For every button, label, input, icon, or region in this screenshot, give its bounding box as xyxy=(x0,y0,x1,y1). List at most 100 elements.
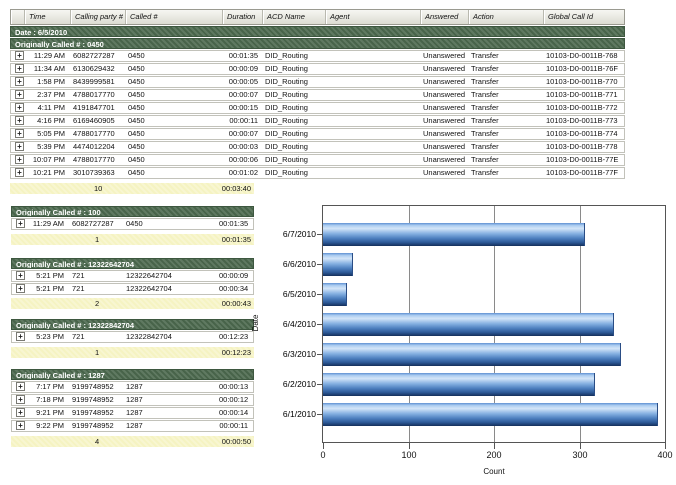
cell-called: 0450 xyxy=(128,77,145,86)
expand-icon[interactable]: + xyxy=(16,271,25,280)
expand-icon[interactable]: + xyxy=(16,421,25,430)
y-axis-tick xyxy=(317,354,322,355)
group-header-0450: Originally Called # : 0450 xyxy=(10,38,625,49)
expand-cell: + xyxy=(11,77,25,87)
expand-icon[interactable]: + xyxy=(15,51,24,60)
table-row[interactable]: +4:11 PM 4191847701 0450 00:00:15 DID_Routin… xyxy=(10,102,625,114)
table-row[interactable]: +11:29 AM 6082727287 0450 00:01:35 DID_Routi… xyxy=(10,50,625,62)
cell-time: 11:29 AM xyxy=(32,219,64,228)
expand-icon[interactable]: + xyxy=(15,155,24,164)
expand-cell: + xyxy=(11,168,25,178)
column-header-calling-party[interactable]: Calling party # xyxy=(71,10,126,24)
column-header-answered[interactable]: Answered xyxy=(421,10,469,24)
cell-acd-name: DID_Routing xyxy=(265,64,308,73)
cell-duration: 00:00:34 xyxy=(219,284,249,293)
table-row[interactable]: +1:58 PM 8439999581 0450 00:00:05 DID_Routin… xyxy=(10,76,625,88)
cell-time: 5:39 PM xyxy=(37,142,65,151)
date-group-header: Date : 6/5/2010 xyxy=(10,26,625,37)
cell-answered: Unanswered xyxy=(423,116,466,125)
summary-duration: 00:03:40 xyxy=(221,184,251,193)
column-header-duration[interactable]: Duration xyxy=(223,10,263,24)
table-row[interactable]: +5:21 PM 721 12322642704 00:00:34 xyxy=(11,283,254,295)
cell-duration: 00:00:09 xyxy=(228,64,258,73)
expand-icon[interactable]: + xyxy=(15,168,24,177)
expand-cell: + xyxy=(11,64,25,74)
expand-icon[interactable]: + xyxy=(16,382,25,391)
column-header-called[interactable]: Called # xyxy=(126,10,223,24)
expand-icon[interactable]: + xyxy=(15,90,24,99)
cell-global-call-id: 10103-D0-0011B-770 xyxy=(546,77,618,86)
y-category-label: 6/7/2010 xyxy=(282,229,316,239)
column-header-time[interactable]: Time xyxy=(25,10,71,24)
y-axis-tick xyxy=(317,234,322,235)
table-row[interactable]: +9:22 PM 9199748952 1287 00:00:11 xyxy=(11,420,254,432)
cell-called: 0450 xyxy=(128,64,145,73)
expand-icon[interactable]: + xyxy=(16,332,25,341)
cell-time: 4:16 PM xyxy=(37,116,65,125)
cell-calling-party: 721 xyxy=(72,271,85,280)
cell-calling-party: 6082727287 xyxy=(72,219,114,228)
expand-icon[interactable]: + xyxy=(15,116,24,125)
table-row[interactable]: +5:21 PM 721 12322642704 00:00:09 xyxy=(11,270,254,282)
table-row[interactable]: +9:21 PM 9199748952 1287 00:00:14 xyxy=(11,407,254,419)
column-header-acd-name[interactable]: ACD Name xyxy=(263,10,326,24)
group-summary: 1 00:12:23 xyxy=(11,347,254,358)
cell-action: Transfer xyxy=(471,129,499,138)
y-axis-tick xyxy=(317,264,322,265)
expand-cell: + xyxy=(11,103,25,113)
y-category-label: 6/1/2010 xyxy=(282,409,316,419)
cell-global-call-id: 10103-D0-0011B-774 xyxy=(546,129,618,138)
cell-acd-name: DID_Routing xyxy=(265,142,308,151)
table-row[interactable]: +7:17 PM 9199748952 1287 00:00:13 xyxy=(11,381,254,393)
column-header-global-call-id[interactable]: Global Call Id xyxy=(544,10,624,24)
cell-duration: 00:12:23 xyxy=(219,332,249,341)
cell-called: 1287 xyxy=(126,421,143,430)
cell-answered: Unanswered xyxy=(423,103,466,112)
y-category-label: 6/5/2010 xyxy=(282,289,316,299)
expand-icon[interactable]: + xyxy=(15,77,24,86)
y-axis-tick xyxy=(317,384,322,385)
cell-called: 12322642704 xyxy=(126,271,172,280)
column-header-expand[interactable] xyxy=(11,10,25,24)
column-header-agent[interactable]: Agent xyxy=(326,10,421,24)
expand-cell: + xyxy=(12,421,25,431)
column-header-action[interactable]: Action xyxy=(469,10,544,24)
chart-y-axis-title: Date xyxy=(251,314,260,332)
cell-called: 0450 xyxy=(126,219,143,228)
cell-calling-party: 9199748952 xyxy=(72,395,114,404)
expand-cell: + xyxy=(11,51,25,61)
table-row[interactable]: +5:39 PM 4474012204 0450 00:00:03 DID_Routin… xyxy=(10,141,625,153)
cell-time: 2:37 PM xyxy=(37,90,65,99)
table-row[interactable]: +5:23 PM 721 12322842704 00:12:23 xyxy=(11,331,254,343)
table-row[interactable]: +7:18 PM 9199748952 1287 00:00:12 xyxy=(11,394,254,406)
x-axis-tick xyxy=(580,443,581,449)
cell-duration: 00:00:11 xyxy=(229,116,258,125)
cell-duration: 00:00:05 xyxy=(228,77,258,86)
expand-icon[interactable]: + xyxy=(16,284,25,293)
expand-icon[interactable]: + xyxy=(16,395,25,404)
table-row[interactable]: +5:05 PM 4788017770 0450 00:00:07 DID_Routin… xyxy=(10,128,625,140)
table-row[interactable]: +11:29 AM 6082727287 0450 00:01:35 xyxy=(11,218,254,230)
cell-time: 5:05 PM xyxy=(37,129,65,138)
group-header: Originally Called # : 1287 xyxy=(11,369,254,380)
cell-action: Transfer xyxy=(471,51,499,60)
expand-cell: + xyxy=(11,90,25,100)
group-section-1287: Originally Called # : 1287 +7:17 PM 919974… xyxy=(11,369,254,447)
expand-icon[interactable]: + xyxy=(16,219,25,228)
expand-icon[interactable]: + xyxy=(15,142,24,151)
cell-action: Transfer xyxy=(471,64,499,73)
table-row[interactable]: +10:21 PM 3010739363 0450 00:01:02 DID_Routi… xyxy=(10,167,625,179)
expand-icon[interactable]: + xyxy=(15,103,24,112)
expand-icon[interactable]: + xyxy=(15,64,24,73)
cell-answered: Unanswered xyxy=(423,51,466,60)
table-row[interactable]: +10:07 PM 4788017770 0450 00:00:06 DID_Routi… xyxy=(10,154,625,166)
expand-icon[interactable]: + xyxy=(16,408,25,417)
expand-cell: + xyxy=(12,408,25,418)
cell-called: 1287 xyxy=(126,408,143,417)
expand-icon[interactable]: + xyxy=(15,129,24,138)
table-row[interactable]: +11:34 AM 6130629432 0450 00:00:09 DID_Routi… xyxy=(10,63,625,75)
x-axis-tick xyxy=(494,443,495,449)
table-row[interactable]: +2:37 PM 4788017770 0450 00:00:07 DID_Routin… xyxy=(10,89,625,101)
table-row[interactable]: +4:16 PM 6169460905 0450 00:00:11 DID_Routin… xyxy=(10,115,625,127)
cell-called: 1287 xyxy=(126,395,143,404)
